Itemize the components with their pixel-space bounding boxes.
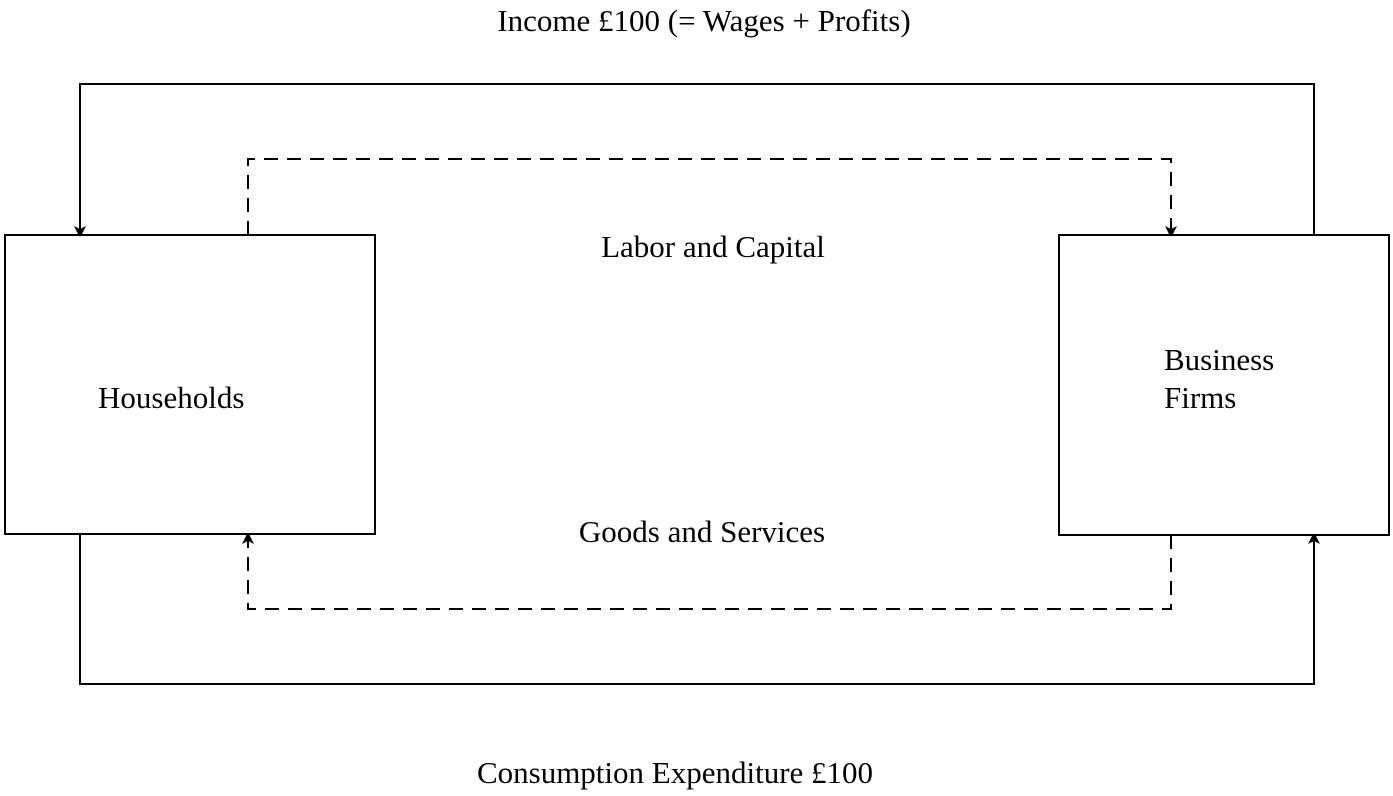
business-firms-label-line2: Firms xyxy=(1164,380,1237,415)
labor-capital-label: Labor and Capital xyxy=(601,229,825,264)
income-flow-arrow xyxy=(74,83,1315,238)
households-label: Households xyxy=(98,380,245,415)
business-firms-label: Business Firms xyxy=(1164,341,1274,417)
goods-services-flow-arrow xyxy=(242,532,1172,610)
consumption-label: Consumption Expenditure £100 xyxy=(476,755,874,790)
consumption-flow-arrow xyxy=(79,532,1320,685)
goods-services-label: Goods and Services xyxy=(578,514,826,549)
income-label: Income £100 (= Wages + Profits) xyxy=(497,3,911,38)
labor-capital-flow-arrow xyxy=(247,158,1177,238)
business-firms-label-line1: Business xyxy=(1164,342,1275,377)
households-box xyxy=(4,234,376,535)
business-firms-box xyxy=(1058,234,1390,536)
